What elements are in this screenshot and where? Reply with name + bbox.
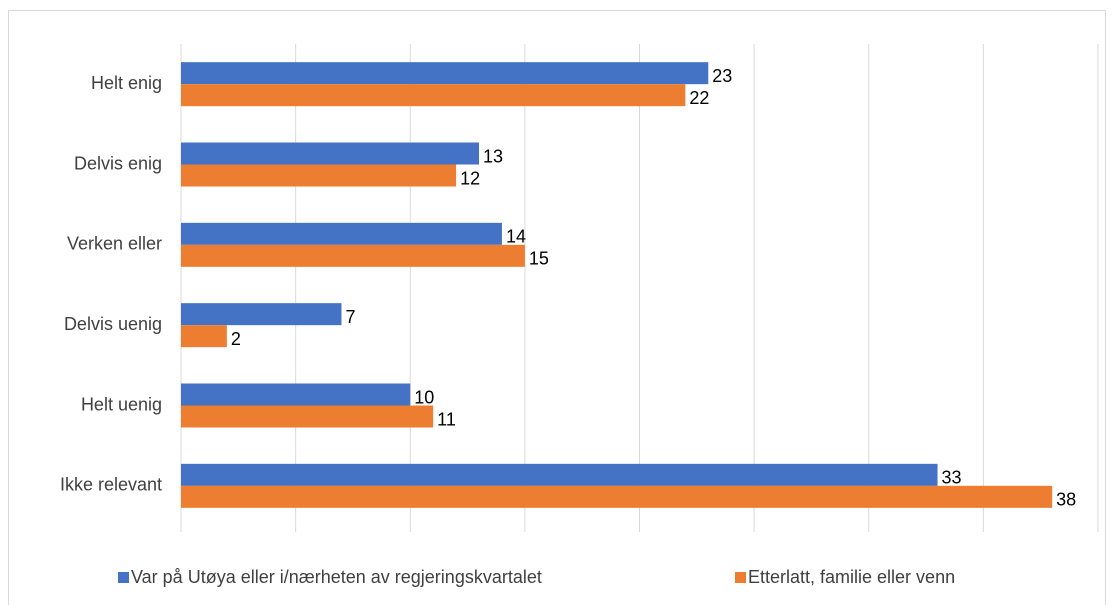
data-label: 33 <box>942 468 962 488</box>
data-label: 12 <box>460 168 480 188</box>
bar <box>181 383 411 406</box>
legend-swatch <box>735 572 746 583</box>
bar <box>181 164 457 187</box>
bar <box>181 325 227 348</box>
data-label: 13 <box>483 146 503 166</box>
bar <box>181 84 686 107</box>
legend-swatch <box>118 572 129 583</box>
bar <box>181 62 709 85</box>
data-label: 22 <box>689 88 709 108</box>
bar <box>181 244 525 267</box>
y-tick-label: Ikke relevant <box>60 475 162 495</box>
bar <box>181 142 480 165</box>
bar <box>181 405 434 428</box>
data-label: 10 <box>414 387 434 407</box>
data-label: 2 <box>231 329 241 349</box>
data-label: 15 <box>529 249 549 269</box>
legend-label: Etterlatt, familie eller venn <box>748 567 955 587</box>
data-label: 38 <box>1056 490 1076 510</box>
data-label: 14 <box>506 227 526 247</box>
bar <box>181 485 1053 508</box>
bar <box>181 303 342 326</box>
y-tick-label: Helt uenig <box>81 394 162 414</box>
bar <box>181 463 938 486</box>
data-label: 7 <box>345 307 355 327</box>
bar <box>181 222 502 245</box>
y-tick-label: Helt enig <box>91 73 162 93</box>
data-label: 23 <box>712 66 732 86</box>
y-tick-label: Delvis enig <box>74 153 162 173</box>
data-label: 11 <box>437 409 456 429</box>
y-tick-label: Verken eller <box>67 234 162 254</box>
legend-label: Var på Utøya eller i/nærheten av regjeri… <box>131 567 542 587</box>
y-tick-label: Delvis uenig <box>64 314 162 334</box>
